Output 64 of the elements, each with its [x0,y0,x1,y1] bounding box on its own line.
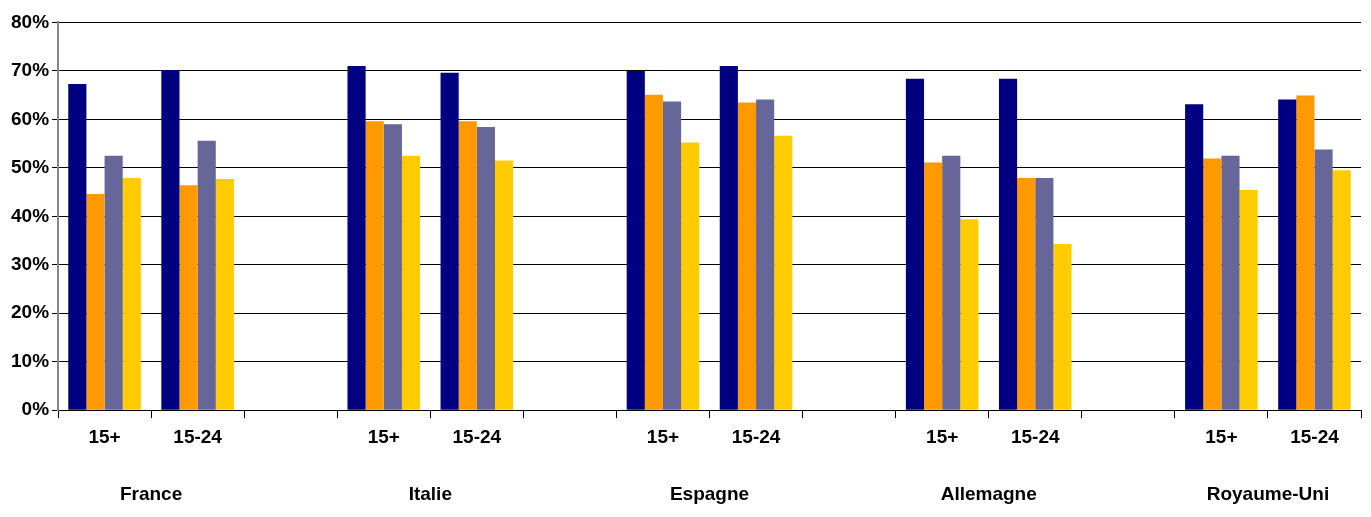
bar [1239,190,1258,410]
text: Espagne [669,483,750,505]
x-tick-label: 15+ [1205,425,1238,447]
bar [347,66,366,410]
bar [1296,95,1315,410]
bar [383,124,402,410]
bar [440,72,459,410]
bar [905,78,925,410]
bar [122,178,141,410]
x-tick-label: 15+ [88,425,121,447]
bar [960,219,979,410]
x-tick-label: 15-24 [1290,425,1340,447]
bar [662,101,682,410]
bar [215,178,234,410]
bar [1035,178,1054,410]
x-tick-label: 15-24 [173,425,223,447]
bar [942,155,961,410]
y-tick-label: 70% [11,59,50,81]
y-tick-label: 80% [11,10,50,32]
bar [626,70,645,410]
bar [998,78,1018,410]
bar [681,142,700,410]
bar [197,140,216,410]
bar [86,194,105,410]
bar [1278,99,1297,410]
bar [365,121,384,410]
bar [1185,104,1204,410]
x-tick-label: 15+ [646,425,680,447]
text: France [119,483,183,505]
bar [458,121,477,410]
text: Allemagne [940,483,1037,505]
bar [1332,170,1351,410]
text: Italie [408,483,452,505]
y-tick-label: 50% [11,156,50,178]
bar [1017,178,1036,410]
bar [1314,149,1333,410]
x-tick-label: 15+ [367,425,400,447]
text: Royaume-Uni [1206,483,1330,505]
y-tick-label: 10% [11,349,50,371]
bar [924,162,943,410]
y-tick-label: 0% [21,398,50,420]
bar [774,135,793,410]
bar [1221,155,1240,410]
bar [401,155,421,410]
bar [476,127,495,410]
y-tick-label: 20% [11,301,50,323]
x-tick-label: 15+ [926,425,959,447]
bar [179,185,198,410]
x-tick-label: 15-24 [1010,425,1060,447]
bar [104,155,123,410]
bar [1053,243,1072,410]
bar [719,66,738,410]
bar [68,83,87,410]
y-tick-label: 60% [11,107,50,129]
bar [1203,158,1222,410]
bar [644,94,663,410]
bar [494,160,514,410]
x-tick-label: 15-24 [452,425,502,447]
bar [756,99,775,410]
y-tick-label: 40% [11,204,50,226]
bar [737,102,757,410]
x-tick-label: 15-24 [731,425,781,447]
y-tick-label: 30% [11,253,50,275]
bar [161,69,180,410]
